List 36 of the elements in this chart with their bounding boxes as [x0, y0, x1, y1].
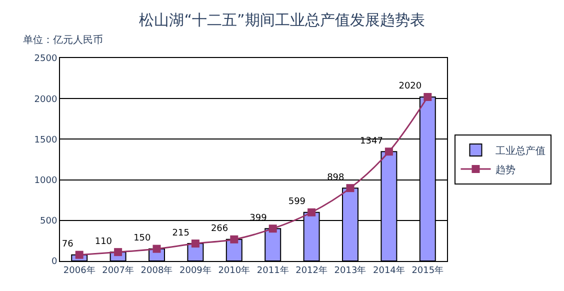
point: [191, 240, 200, 248]
y-tick-label: 0: [51, 257, 58, 268]
data-label: 215: [172, 228, 190, 238]
x-tick-label: 2013年: [334, 264, 366, 276]
legend-label: 趋势: [496, 164, 516, 176]
x-tick-label: 2010年: [218, 264, 250, 276]
x-tick-label: 2006年: [63, 264, 96, 276]
x-tick-label: 2015年: [412, 264, 444, 276]
x-tick-label: 2009年: [179, 264, 212, 276]
point: [230, 235, 238, 244]
point: [346, 184, 354, 192]
data-label: 599: [288, 197, 306, 208]
point: [424, 92, 432, 101]
y-tick-label: 1000: [34, 176, 58, 186]
data-label: 150: [134, 234, 152, 244]
point: [384, 148, 393, 156]
y-tick-label: 500: [40, 216, 58, 227]
y-tick-label: 2000: [34, 94, 58, 105]
x-tick-label: 2014年: [372, 264, 405, 276]
y-tick-label: 2500: [34, 54, 58, 64]
data-label: 2020: [398, 82, 422, 92]
legend-label: 工业总产值: [496, 144, 546, 157]
x-tick-label: 2011年: [256, 264, 289, 276]
data-label: 266: [210, 224, 228, 234]
chart-title: 松山湖“十二五”期间工业总产值发展趋势表: [139, 11, 425, 30]
y-tick-label: 1500: [34, 135, 58, 146]
point: [308, 208, 316, 216]
data-label: 110: [94, 236, 112, 247]
point: [75, 250, 84, 259]
x-tick-label: 2007年: [102, 264, 134, 276]
x-tick-label: 2012年: [296, 264, 328, 276]
x-tick-label: 2008年: [140, 264, 173, 276]
point: [268, 224, 277, 233]
data-label: 76: [62, 240, 74, 250]
text: 单位：亿元人民币: [23, 34, 103, 46]
point: [152, 244, 161, 253]
